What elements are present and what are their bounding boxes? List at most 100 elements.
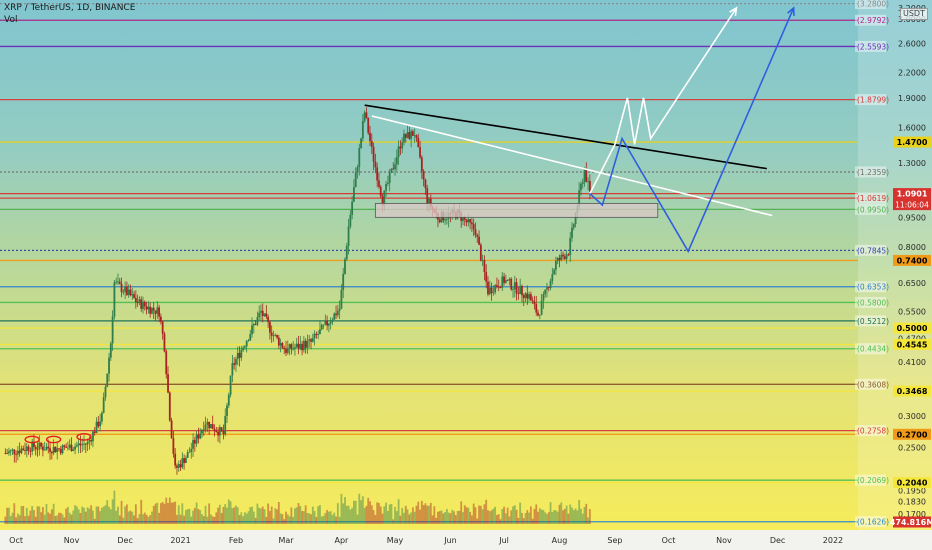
candle-body [429, 198, 432, 207]
level-tag-label: (2.5593) [857, 42, 889, 51]
volume-bar [315, 516, 318, 524]
candle-body [295, 343, 298, 348]
x-tick-label: Nov [716, 536, 732, 545]
volume-bar [379, 506, 382, 524]
candle-body [587, 181, 589, 182]
price-badge [893, 322, 931, 334]
volume-bar [152, 505, 155, 524]
candle-body [487, 281, 489, 295]
volume-bar [487, 510, 489, 524]
symbol-title[interactable]: XRP / TetherUS, 1D, BINANCE [4, 3, 136, 13]
volume-bar [506, 507, 509, 524]
volume-bar [435, 517, 438, 524]
candle-body [70, 444, 73, 451]
candle-body [118, 281, 121, 284]
candle-body [231, 363, 234, 376]
volume-bar [560, 502, 563, 524]
volume-bar [227, 499, 230, 524]
candle-body [361, 120, 364, 139]
candle-body [254, 324, 257, 325]
candle-body [270, 332, 273, 336]
volume-bar [311, 506, 314, 524]
candle-body [188, 451, 191, 453]
x-tick-label: Sep [607, 536, 622, 545]
candle-body [519, 285, 522, 295]
candle-body [92, 431, 94, 442]
candle-body [156, 307, 159, 314]
candle-body [569, 237, 572, 256]
candle-body [533, 301, 536, 305]
candle-body [506, 280, 509, 282]
price-badge-label: 0.5000 [897, 324, 928, 333]
volume-bar [417, 501, 420, 524]
volume-bar [63, 517, 66, 524]
volume-bar [390, 503, 393, 524]
volume-bar [504, 513, 507, 524]
price-badge [893, 338, 931, 350]
candle-body [479, 244, 482, 261]
volume-bar [90, 505, 93, 524]
candle-body [499, 287, 502, 289]
candle-body [494, 285, 497, 293]
volume-bar [6, 507, 9, 524]
volume-indicator-label[interactable]: Vol [4, 15, 18, 25]
volume-bar [572, 510, 575, 524]
volume-bar [529, 506, 532, 524]
candle-body [399, 146, 402, 149]
volume-bar [587, 517, 589, 524]
candle-body [306, 340, 309, 348]
candle-body [108, 357, 110, 374]
candle-body [192, 440, 194, 449]
volume-bar [403, 512, 405, 524]
volume-bar [513, 505, 516, 524]
volume-bar [503, 506, 505, 524]
volume-bar [580, 508, 582, 524]
candle-body [381, 196, 384, 206]
volume-bar [447, 512, 450, 524]
candle-body [67, 447, 69, 449]
candle-body [311, 338, 314, 342]
volume-bar [420, 500, 423, 524]
volume-bar [281, 514, 284, 524]
volume-bar [479, 505, 482, 524]
volume-bar [185, 509, 187, 524]
volume-bar [349, 509, 352, 524]
volume-bar [4, 516, 7, 524]
volume-bar [127, 511, 130, 524]
candle-body [297, 343, 300, 349]
volume-bar [404, 505, 407, 524]
volume-bar [528, 512, 530, 524]
volume-bar [313, 511, 316, 524]
volume-bar [163, 503, 166, 524]
level-tag-label: (0.4434) [857, 345, 889, 354]
volume-bar [59, 512, 62, 524]
volume-bar [134, 504, 137, 524]
price-tick-label: 0.4100 [898, 358, 926, 367]
volume-bar [588, 509, 591, 524]
candle-body [27, 446, 30, 451]
candle-body [100, 412, 103, 422]
axis-unit[interactable]: USDT [900, 8, 928, 20]
volume-bar [54, 516, 57, 524]
x-tick-label: 2022 [823, 536, 843, 545]
volume-bar [385, 502, 387, 524]
volume-bar [444, 512, 446, 524]
level-tag-label: (0.5800) [857, 298, 889, 307]
candle-body [215, 430, 218, 432]
price-badge [893, 385, 931, 397]
price-tick-label: 0.2500 [898, 444, 926, 453]
candle-body [122, 291, 125, 293]
descending-resistance-trendline [364, 104, 767, 170]
volume-bar [109, 509, 112, 524]
volume-bar [565, 505, 568, 524]
volume-bar [43, 514, 46, 524]
candle-body [467, 219, 470, 223]
volume-bar [449, 513, 452, 524]
candle-body [20, 448, 23, 453]
volume-bar [97, 506, 100, 524]
level-tag-bg [855, 244, 886, 256]
x-tick-label: Dec [770, 536, 785, 545]
volume-bar [70, 514, 73, 524]
volume-bar [11, 512, 14, 524]
volume-bar [38, 506, 41, 524]
